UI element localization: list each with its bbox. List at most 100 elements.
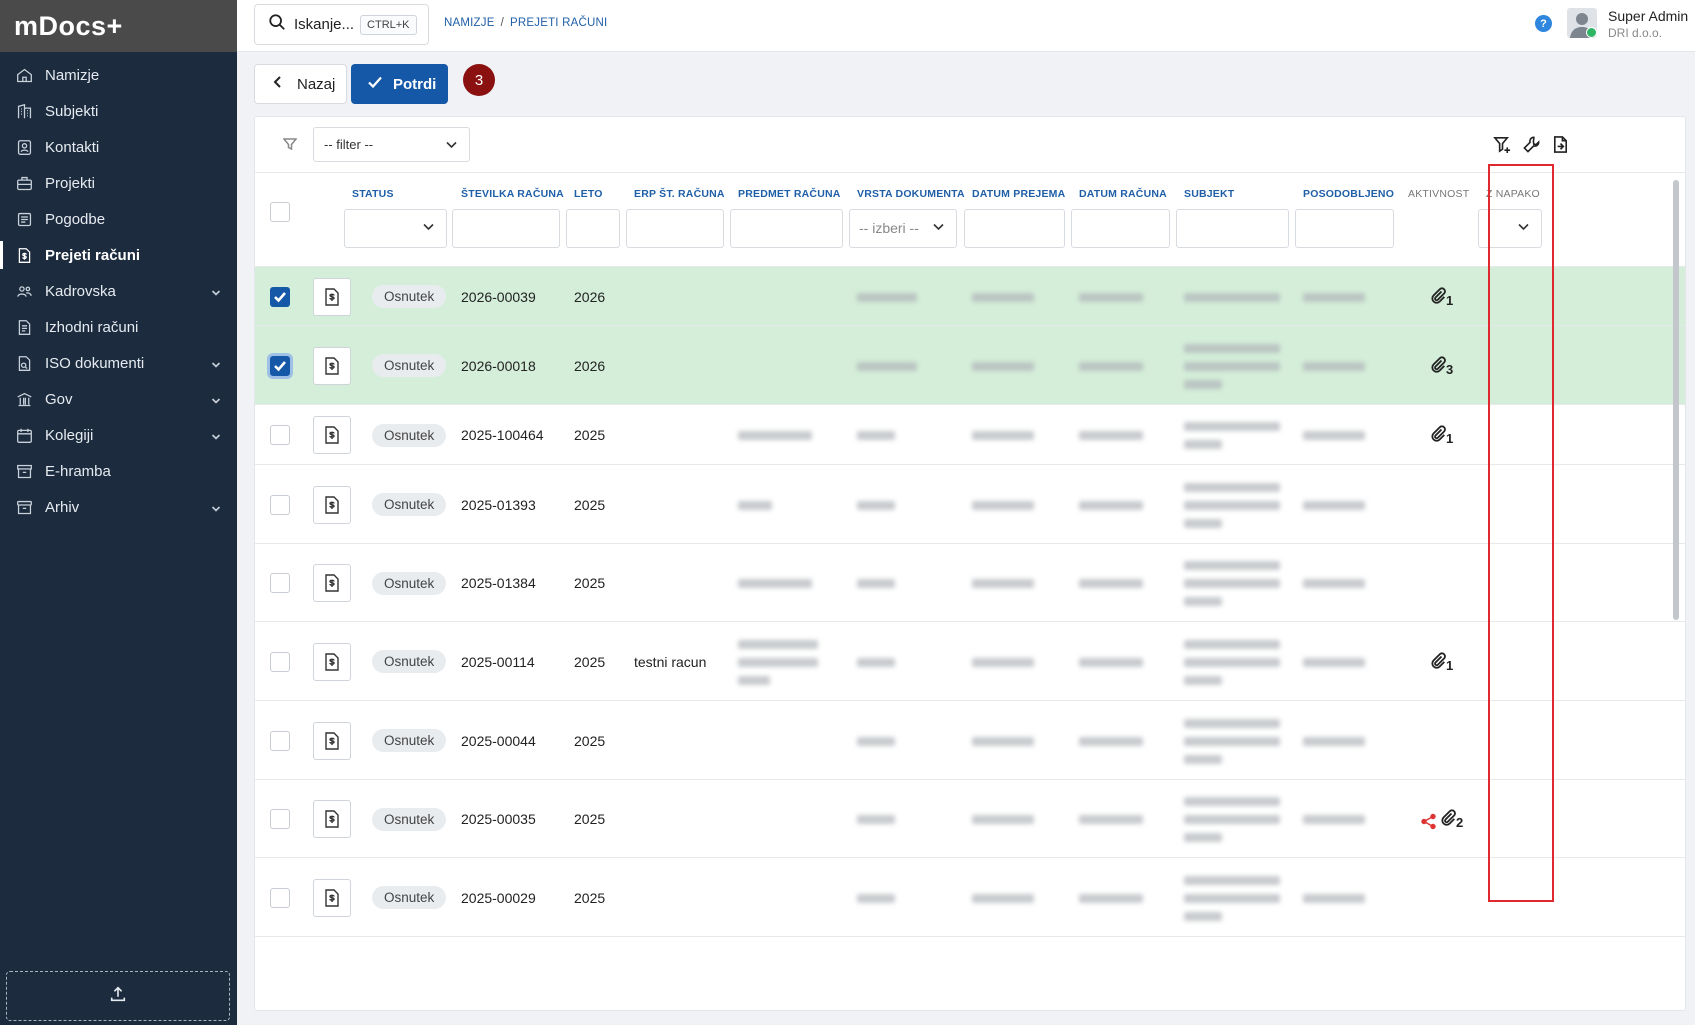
- user-info[interactable]: Super Admin DRI d.o.o.: [1608, 8, 1688, 40]
- invoice-number[interactable]: 2026-00018: [461, 357, 536, 374]
- column-erp[interactable]: ERP ŠT. RAČUNA: [634, 188, 725, 200]
- table-row[interactable]: Osnutek 2025-00029 2025: [255, 858, 1685, 937]
- sidebar-item-arhiv[interactable]: Arhiv: [0, 489, 237, 525]
- row-checkbox[interactable]: [270, 494, 290, 515]
- with-error-filter-select[interactable]: [1478, 209, 1542, 248]
- column-status[interactable]: STATUS: [352, 188, 394, 200]
- table-row[interactable]: Osnutek 2026-00018 2026 3: [255, 326, 1685, 405]
- column-invoice-date[interactable]: DATUM RAČUNA: [1079, 188, 1167, 200]
- select-all-checkbox[interactable]: [270, 202, 290, 222]
- column-with-error[interactable]: Z NAPAKO: [1486, 188, 1540, 200]
- row-checkbox[interactable]: [270, 286, 290, 307]
- export-file-icon[interactable]: [1551, 135, 1571, 155]
- column-subject-matter[interactable]: PREDMET RAČUNA: [738, 188, 841, 200]
- app-logo[interactable]: mDocs+: [0, 0, 237, 52]
- help-icon[interactable]: ?: [1535, 15, 1552, 32]
- row-checkbox[interactable]: [270, 355, 290, 376]
- open-document-button[interactable]: [313, 485, 351, 524]
- subject-matter-filter-input[interactable]: [730, 209, 843, 248]
- table-row[interactable]: Osnutek 2025-00035 2025 2: [255, 780, 1685, 858]
- breadcrumb-prejeti-racuni[interactable]: PREJETI RAČUNI: [510, 17, 608, 29]
- filter-add-icon[interactable]: [1493, 135, 1513, 155]
- attachment-icon[interactable]: 1: [1430, 286, 1453, 308]
- column-number[interactable]: ŠTEVILKA RAČUNA: [461, 188, 564, 200]
- status-badge: Osnutek: [372, 729, 447, 752]
- invoice-date-filter-input[interactable]: [1071, 209, 1170, 248]
- sidebar-item-kadrovska[interactable]: Kadrovska: [0, 273, 237, 309]
- sidebar-item-izhodni-računi[interactable]: Izhodni računi: [0, 309, 237, 345]
- status-filter-select[interactable]: [344, 209, 447, 248]
- invoice-icon: [15, 246, 34, 265]
- row-checkbox[interactable]: [270, 730, 290, 751]
- invoice-number[interactable]: 2025-100464: [461, 427, 544, 443]
- column-updated[interactable]: POSODOBLJENO: [1303, 188, 1395, 200]
- table-row[interactable]: Osnutek 2026-00039 2026 1: [255, 267, 1685, 326]
- attachment-icon[interactable]: 2: [1440, 809, 1463, 830]
- erp-filter-input[interactable]: [626, 209, 724, 248]
- column-received[interactable]: DATUM PREJEMA: [972, 188, 1066, 200]
- invoice-number[interactable]: 2025-00114: [461, 653, 535, 670]
- table-row[interactable]: Osnutek 2025-100464 2025 1: [255, 405, 1685, 465]
- invoice-number[interactable]: 2026-00039: [461, 288, 536, 305]
- sidebar-item-kontakti[interactable]: Kontakti: [0, 129, 237, 165]
- updated-filter-input[interactable]: [1295, 209, 1394, 248]
- invoice-number[interactable]: 2025-01384: [461, 575, 536, 591]
- redacted-text: [1184, 422, 1280, 431]
- table-row[interactable]: Osnutek 2025-01393 2025: [255, 465, 1685, 544]
- confirm-button[interactable]: Potrdi: [351, 64, 448, 104]
- attachment-icon[interactable]: 3: [1430, 355, 1453, 377]
- attachment-icon[interactable]: 1: [1430, 425, 1453, 446]
- sidebar-item-kolegiji[interactable]: Kolegiji: [0, 417, 237, 453]
- table-scrollbar[interactable]: [1673, 180, 1679, 620]
- year-filter-input[interactable]: [566, 209, 620, 248]
- table-row[interactable]: Osnutek 2025-00044 2025: [255, 701, 1685, 780]
- sidebar-item-subjekti[interactable]: Subjekti: [0, 93, 237, 129]
- saved-filter-select[interactable]: -- filter --: [313, 127, 470, 162]
- row-checkbox[interactable]: [270, 573, 290, 593]
- share-icon[interactable]: [1420, 813, 1437, 830]
- open-document-button[interactable]: [313, 800, 351, 838]
- row-checkbox[interactable]: [270, 425, 290, 445]
- open-document-button[interactable]: [313, 564, 351, 602]
- global-search[interactable]: Iskanje... CTRL+K: [254, 4, 429, 45]
- row-checkbox[interactable]: [270, 887, 290, 908]
- sidebar-item-e-hramba[interactable]: E-hramba: [0, 453, 237, 489]
- row-checkbox[interactable]: [270, 809, 290, 829]
- table-row[interactable]: Osnutek 2025-01384 2025: [255, 544, 1685, 622]
- sidebar-item-iso-dokumenti[interactable]: ISO dokumenti: [0, 345, 237, 381]
- attachment-icon[interactable]: 1: [1430, 651, 1453, 673]
- open-document-button[interactable]: [313, 416, 351, 454]
- upload-dropzone[interactable]: [6, 971, 230, 1021]
- column-entity[interactable]: SUBJEKT: [1184, 188, 1235, 200]
- sidebar-item-prejeti-računi[interactable]: Prejeti računi: [0, 237, 237, 273]
- open-document-button[interactable]: [313, 277, 351, 316]
- check-icon: [274, 291, 286, 302]
- received-filter-input[interactable]: [964, 209, 1065, 248]
- row-checkbox[interactable]: [270, 651, 290, 672]
- wrench-icon[interactable]: [1522, 135, 1542, 155]
- invoice-number[interactable]: 2025-01393: [461, 496, 536, 513]
- back-button[interactable]: Nazaj: [254, 64, 347, 104]
- number-filter-input[interactable]: [452, 209, 560, 248]
- open-document-button[interactable]: [313, 721, 351, 760]
- open-document-button[interactable]: [313, 346, 351, 385]
- invoice-year: 2025: [574, 889, 606, 906]
- breadcrumb-namizje[interactable]: NAMIZJE: [444, 17, 495, 29]
- sidebar-item-namizje[interactable]: Namizje: [0, 57, 237, 93]
- open-document-button[interactable]: [313, 642, 351, 681]
- table-row[interactable]: Osnutek 2025-00114 2025 testni racun 1: [255, 622, 1685, 701]
- doc-type-filter-select[interactable]: -- izberi --: [849, 209, 957, 248]
- redacted-text: [1184, 797, 1280, 806]
- open-document-button[interactable]: [313, 878, 351, 917]
- invoice-number[interactable]: 2025-00035: [461, 811, 536, 827]
- invoice-number[interactable]: 2025-00044: [461, 732, 536, 749]
- sidebar-item-projekti[interactable]: Projekti: [0, 165, 237, 201]
- entity-filter-input[interactable]: [1176, 209, 1289, 248]
- sidebar-item-gov[interactable]: Gov: [0, 381, 237, 417]
- avatar[interactable]: [1567, 8, 1597, 38]
- invoice-number[interactable]: 2025-00029: [461, 889, 536, 906]
- column-year[interactable]: LETO: [574, 188, 603, 200]
- sidebar-item-pogodbe[interactable]: Pogodbe: [0, 201, 237, 237]
- column-doc-type[interactable]: VRSTA DOKUMENTA: [857, 188, 965, 200]
- redacted-text: [972, 815, 1034, 824]
